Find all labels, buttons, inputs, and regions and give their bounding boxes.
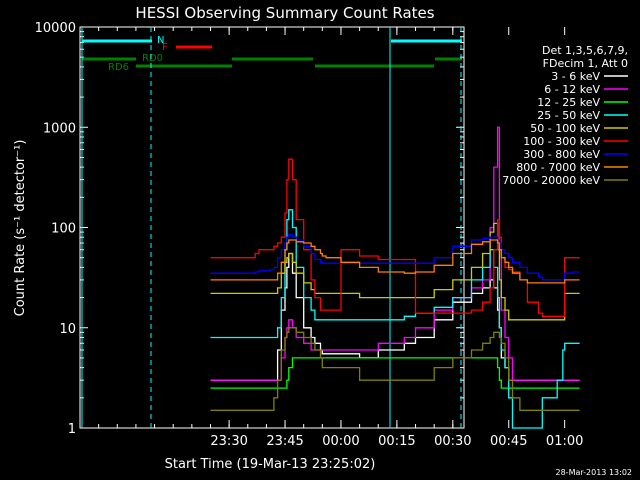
x-tick-label: 01:00 xyxy=(546,434,583,449)
x-axis: 23:30 23:45 00:00 00:15 00:30 00:45 01:00 xyxy=(79,27,583,449)
annotation-rd6: RD6 xyxy=(108,62,129,73)
legend-header-line-1: Det 1,3,5,6,7,9, xyxy=(542,44,628,57)
data-series xyxy=(210,126,580,429)
y-tick-label: 1 xyxy=(68,422,76,437)
x-tick-label: 00:30 xyxy=(434,434,471,449)
legend-entry-label: 3 - 6 keV xyxy=(551,70,600,83)
y-tick-label: 10000 xyxy=(35,21,76,36)
legend-entry-label: 50 - 100 keV xyxy=(530,122,600,135)
series-line xyxy=(210,239,580,284)
series-line xyxy=(210,209,580,429)
x-tick-label: 23:45 xyxy=(266,434,303,449)
series-line xyxy=(210,233,580,281)
series-line xyxy=(210,357,580,389)
legend: Det 1,3,5,6,7,9, FDecim 1, Att 0 3 - 6 k… xyxy=(502,44,628,187)
x-tick-label: 23:30 xyxy=(210,434,247,449)
y-axis: 1 10 100 1000 10000 xyxy=(35,21,464,437)
plot-frame xyxy=(79,26,465,429)
chart-title: HESSI Observing Summary Count Rates xyxy=(135,4,434,22)
annotation-n: N xyxy=(157,35,164,46)
x-tick-label: 00:15 xyxy=(378,434,415,449)
legend-entry-label: 6 - 12 keV xyxy=(544,83,600,96)
legend-entry-label: 800 - 7000 keV xyxy=(516,161,600,174)
annotation-f: F xyxy=(162,42,168,53)
legend-entry-label: 12 - 25 keV xyxy=(537,96,600,109)
legend-entry-label: 25 - 50 keV xyxy=(537,109,600,122)
y-tick-label: 100 xyxy=(51,222,76,237)
legend-header-line-2: FDecim 1, Att 0 xyxy=(543,57,628,70)
y-axis-label: Count Rate (s⁻¹ detector⁻¹) xyxy=(13,140,28,317)
x-axis-label: Start Time (19-Mar-13 23:25:02) xyxy=(165,457,376,472)
legend-entry-label: 300 - 800 keV xyxy=(523,148,600,161)
annotation-rd0: RD0 xyxy=(142,53,163,64)
y-tick-label: 10 xyxy=(59,322,76,337)
status-flags: N F RD0 RD6 xyxy=(82,35,462,73)
x-tick-label: 00:45 xyxy=(490,434,527,449)
x-tick-label: 00:00 xyxy=(322,434,359,449)
legend-entry-label: 100 - 300 keV xyxy=(523,135,600,148)
y-tick-label: 1000 xyxy=(43,121,76,136)
series-line xyxy=(210,327,580,411)
footer-date: 28-Mar-2013 13:02 xyxy=(556,468,633,477)
legend-entry-label: 7000 - 20000 keV xyxy=(502,174,600,187)
night-boundaries xyxy=(81,27,462,428)
